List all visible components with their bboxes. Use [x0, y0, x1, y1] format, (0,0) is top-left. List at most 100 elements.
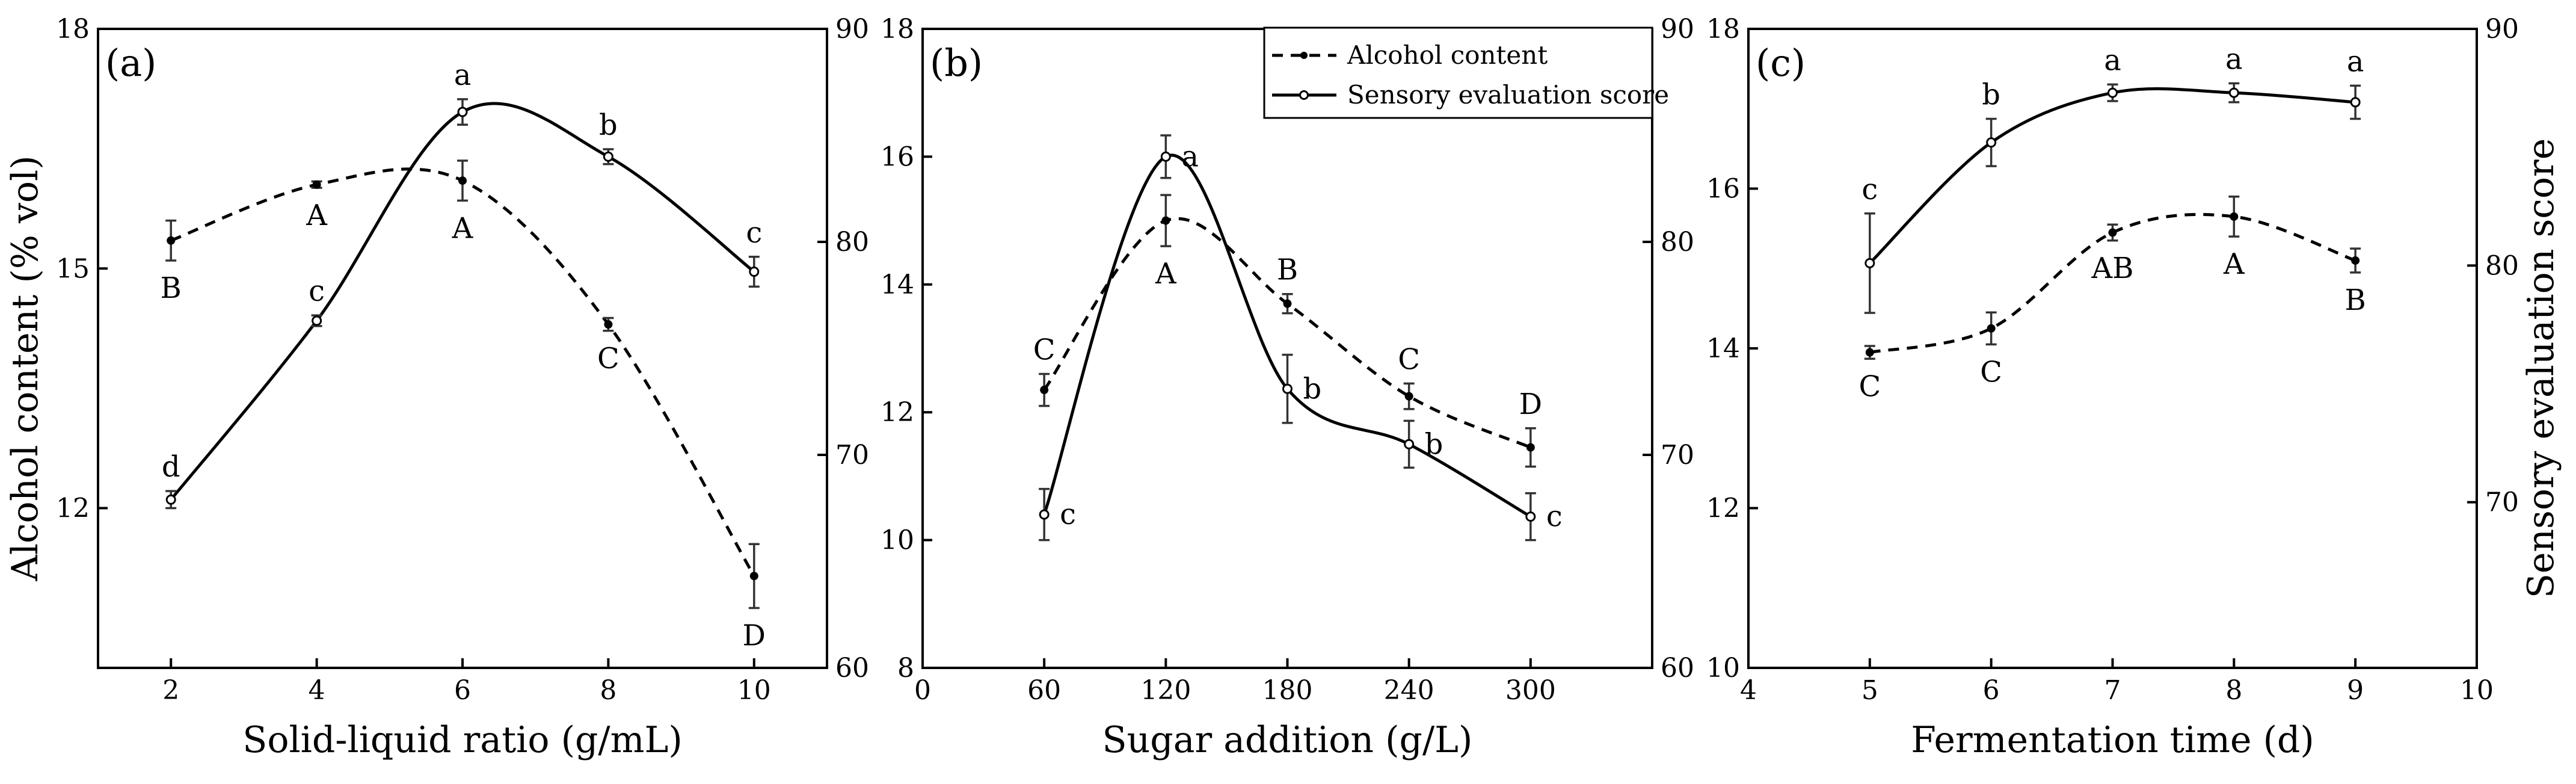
alcohol-point-a-2 — [458, 176, 467, 185]
sensory-sig-b-2: b — [1303, 372, 1322, 406]
sensory-sig-b-0: c — [1060, 498, 1076, 531]
sensory-sig-c-4: a — [2347, 45, 2364, 78]
x-tick-label-a-10: 10 — [737, 675, 771, 706]
alcohol-point-c-1 — [1987, 324, 1996, 333]
plot-frame-c — [1747, 28, 2478, 669]
x-tick-label-b-300: 300 — [1505, 675, 1556, 706]
alcohol-sig-b-1: A — [1155, 257, 1177, 291]
y-left-tick-label-b-8: 8 — [897, 653, 914, 684]
y-left-tick-label-c-12: 12 — [1706, 493, 1740, 524]
sensory-sig-c-3: a — [2225, 42, 2243, 76]
sensory-line-a — [170, 102, 755, 501]
legend: Alcohol content Sensory evaluation score — [1263, 26, 1669, 119]
alcohol-sig-a-2: A — [452, 211, 474, 245]
alcohol-sig-c-1: C — [1980, 355, 2002, 389]
alcohol-sig-c-2: AB — [2091, 252, 2134, 285]
y-right-tick-label-b-80: 80 — [1661, 227, 1694, 258]
panel-label-c: (c) — [1756, 41, 1806, 85]
x-tick-label-c-10: 10 — [2460, 675, 2494, 706]
alcohol-sig-b-2: B — [1277, 253, 1298, 287]
legend-box — [1263, 26, 1653, 119]
x-tick-label-c-7: 7 — [2104, 675, 2121, 706]
alcohol-point-c-2 — [2108, 228, 2117, 237]
y-left-tick-label-b-14: 14 — [881, 270, 914, 300]
y-left-tick-label-b-12: 12 — [881, 397, 914, 428]
sensory-point-a-2 — [457, 106, 468, 117]
alcohol-point-a-0 — [167, 236, 176, 245]
alcohol-point-b-1 — [1161, 216, 1170, 225]
panel-label-a: (a) — [105, 41, 156, 85]
legend-sensory-marker — [1299, 90, 1309, 100]
sensory-point-b-0 — [1039, 509, 1050, 520]
y-right-tick-label-b-60: 60 — [1661, 653, 1694, 684]
x-axis-title-a: Solid-liquid ratio (g/mL) — [242, 719, 683, 761]
alcohol-sig-a-3: C — [597, 342, 619, 375]
x-tick-label-c-8: 8 — [2225, 675, 2242, 706]
y-left-tick-label-b-18: 18 — [881, 14, 914, 45]
y-left-tick-label-b-10: 10 — [881, 525, 914, 556]
sensory-line-b — [1042, 153, 1532, 518]
sensory-point-b-2 — [1282, 383, 1293, 394]
sensory-point-a-4 — [749, 267, 760, 277]
y-right-tick-label-c-80: 80 — [2485, 250, 2519, 281]
alcohol-sig-a-1: A — [306, 199, 328, 232]
y-left-tick-label-c-10: 10 — [1706, 653, 1740, 684]
sensory-sig-b-3: b — [1425, 427, 1443, 461]
plot-frame-b — [921, 28, 1653, 669]
y-left-tick-label-c-14: 14 — [1706, 333, 1740, 364]
alcohol-point-b-3 — [1404, 392, 1413, 401]
y-right-tick-label-b-90: 90 — [1661, 14, 1694, 45]
sensory-point-c-0 — [1864, 258, 1875, 268]
y-right-axis-title: Sensory evaluation score — [2520, 138, 2562, 598]
y-left-tick-label-a-12: 12 — [56, 493, 90, 524]
y-left-tick-label-a-18: 18 — [56, 14, 90, 45]
legend-sensory-label: Sensory evaluation score — [1347, 80, 1669, 110]
alcohol-line-b — [1043, 217, 1531, 449]
legend-alcohol-label: Alcohol content — [1347, 40, 1548, 70]
sensory-sig-b-1: a — [1181, 140, 1199, 173]
sensory-sig-a-4: c — [746, 216, 762, 250]
alcohol-line-c — [1869, 212, 2356, 354]
alcohol-point-a-4 — [749, 572, 758, 581]
x-tick-label-a-4: 4 — [309, 675, 325, 706]
alcohol-sig-c-3: A — [2223, 247, 2245, 281]
sensory-point-c-4 — [2350, 97, 2361, 108]
y-right-tick-label-a-70: 70 — [835, 440, 869, 471]
x-axis-title-b: Sugar addition (g/L) — [1102, 719, 1473, 761]
alcohol-line-a — [170, 167, 755, 577]
sensory-point-c-1 — [1986, 137, 1997, 148]
alcohol-sig-a-0: B — [161, 271, 182, 305]
legend-alcohol-marker — [1300, 52, 1308, 59]
alcohol-sig-b-3: C — [1398, 342, 1420, 376]
x-tick-label-b-120: 120 — [1140, 675, 1191, 706]
x-tick-label-a-2: 2 — [162, 675, 179, 706]
alcohol-point-b-0 — [1040, 386, 1049, 395]
panel-label-b: (b) — [930, 41, 983, 85]
y-right-tick-label-a-80: 80 — [835, 227, 869, 258]
y-left-tick-label-b-16: 16 — [881, 141, 914, 172]
y-left-axis-title: Alcohol content (% vol) — [4, 155, 46, 581]
alcohol-point-b-4 — [1526, 443, 1535, 452]
alcohol-point-c-0 — [1865, 348, 1874, 357]
alcohol-sig-c-4: B — [2345, 283, 2366, 317]
sensory-sig-a-1: c — [309, 274, 325, 308]
sensory-sig-a-3: b — [599, 108, 618, 142]
alcohol-sig-c-0: C — [1858, 369, 1881, 403]
sensory-sig-c-0: c — [1861, 173, 1878, 206]
sensory-point-b-3 — [1404, 439, 1415, 449]
sensory-point-c-3 — [2228, 87, 2239, 98]
x-tick-label-b-180: 180 — [1262, 675, 1313, 706]
sensory-point-a-3 — [603, 151, 613, 162]
x-tick-label-a-8: 8 — [600, 675, 616, 706]
y-right-tick-label-c-70: 70 — [2485, 487, 2519, 518]
y-right-tick-label-c-90: 90 — [2485, 14, 2519, 45]
x-tick-label-a-6: 6 — [454, 675, 471, 706]
panel-a: 2 4 6 8 10 12 15 18 60 70 80 90 (a) Solid-liquid rati… — [56, 14, 869, 761]
y-left-tick-label-c-16: 16 — [1706, 174, 1740, 205]
y-right-tick-label-b-70: 70 — [1661, 440, 1694, 471]
sensory-sig-a-2: a — [454, 58, 472, 92]
x-tick-label-b-60: 60 — [1027, 675, 1061, 706]
sensory-point-b-4 — [1525, 511, 1536, 522]
x-tick-label-c-5: 5 — [1861, 675, 1878, 706]
